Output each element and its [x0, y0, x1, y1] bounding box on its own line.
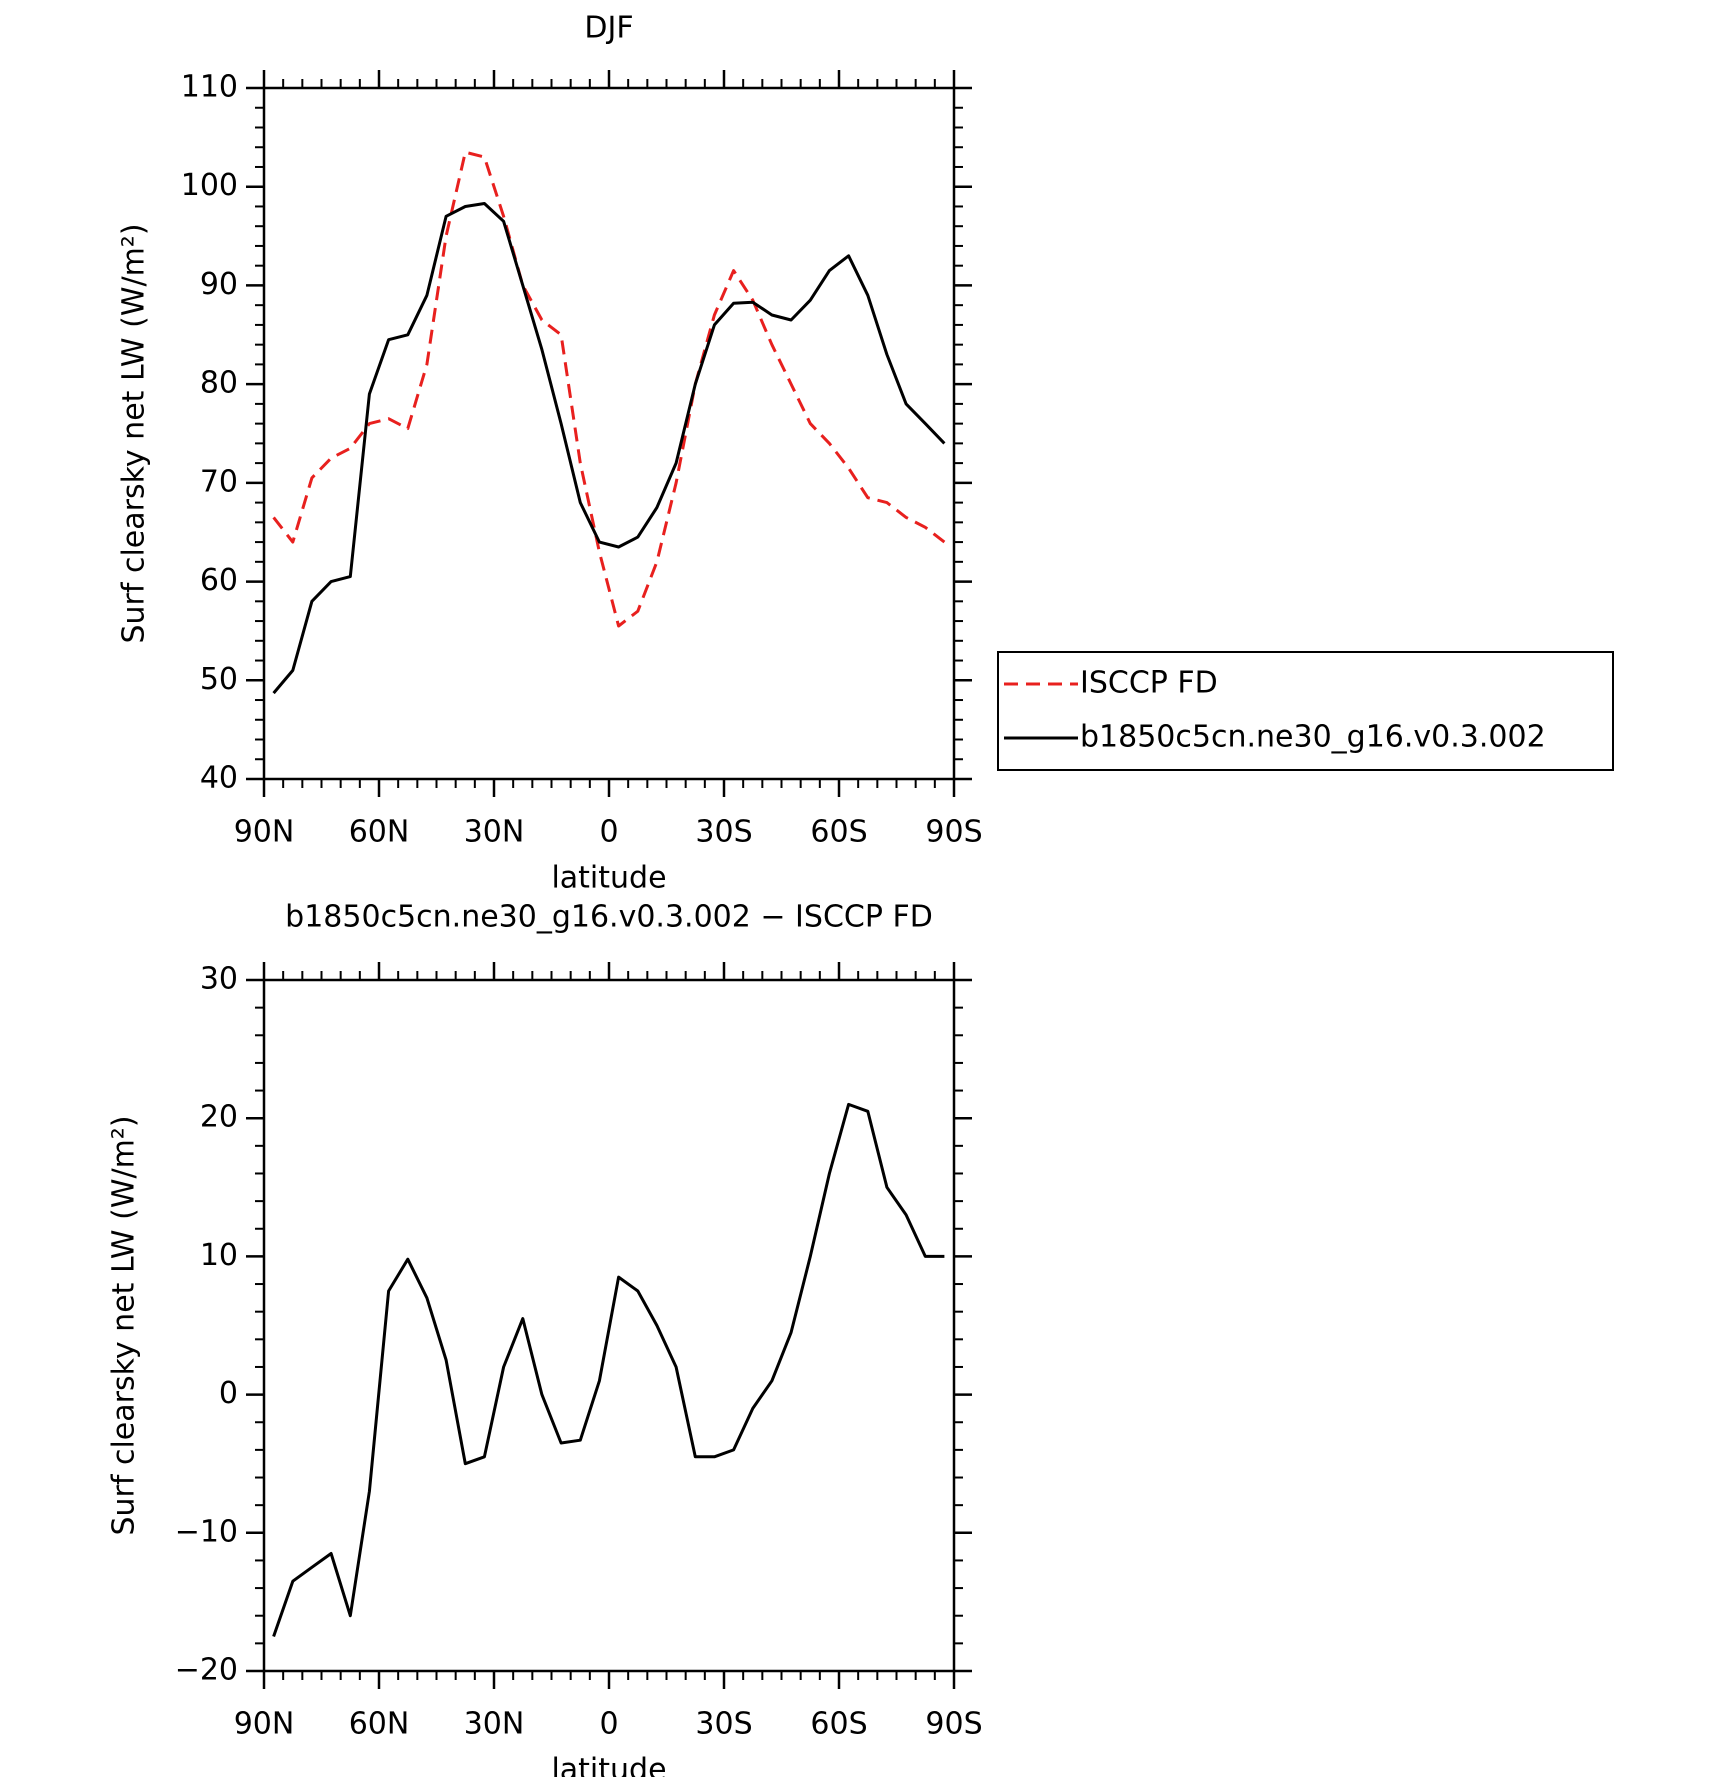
- y-tick-label: −10: [175, 1514, 238, 1549]
- y-tick-label: 100: [181, 168, 238, 203]
- y-tick-label: 50: [200, 662, 238, 697]
- plot-frame: [262, 978, 956, 1673]
- x-tick-label: 90S: [925, 815, 982, 850]
- x-tick-label: 60N: [349, 815, 410, 850]
- x-axis-label: latitude: [551, 1753, 666, 1777]
- x-tick-label: 30S: [695, 1707, 752, 1742]
- y-tick-label: 40: [200, 761, 238, 796]
- series-line: [272, 1102, 945, 1637]
- y-tick-label: 10: [200, 1238, 238, 1273]
- x-tick-label: 90N: [234, 1707, 295, 1742]
- y-tick-label: 30: [200, 962, 238, 997]
- y-tick-label: −20: [175, 1653, 238, 1688]
- x-tick-label: 0: [599, 1707, 618, 1742]
- y-tick-label: 80: [200, 366, 238, 401]
- y-axis-label: Surf clearsky net LW (W/m²): [117, 223, 152, 643]
- chart-title: DJF: [584, 11, 633, 46]
- x-tick-label: 90N: [234, 815, 295, 850]
- chart-title: b1850c5cn.ne30_g16.v0.3.002 − ISCCP FD: [285, 900, 933, 935]
- legend-box: [997, 651, 1614, 771]
- x-tick-label: 0: [599, 815, 618, 850]
- series-line: [272, 150, 946, 628]
- y-tick-label: 70: [200, 464, 238, 499]
- y-tick-label: 60: [200, 563, 238, 598]
- x-tick-label: 60N: [349, 1707, 410, 1742]
- x-axis-label: latitude: [551, 861, 666, 896]
- legend-label: b1850c5cn.ne30_g16.v0.3.002: [1080, 720, 1546, 755]
- series-line: [272, 202, 946, 695]
- x-tick-label: 30S: [695, 815, 752, 850]
- y-tick-label: 20: [200, 1100, 238, 1135]
- x-tick-label: 60S: [810, 1707, 867, 1742]
- y-tick-label: 0: [219, 1376, 238, 1411]
- legend-label: ISCCP FD: [1080, 666, 1218, 701]
- y-tick-label: 110: [181, 70, 238, 105]
- x-tick-label: 30N: [464, 1707, 525, 1742]
- x-tick-label: 60S: [810, 815, 867, 850]
- y-axis-label: Surf clearsky net LW (W/m²): [107, 1115, 142, 1535]
- x-tick-label: 30N: [464, 815, 525, 850]
- y-tick-label: 90: [200, 267, 238, 302]
- x-tick-label: 90S: [925, 1707, 982, 1742]
- plot-frame: [262, 86, 956, 781]
